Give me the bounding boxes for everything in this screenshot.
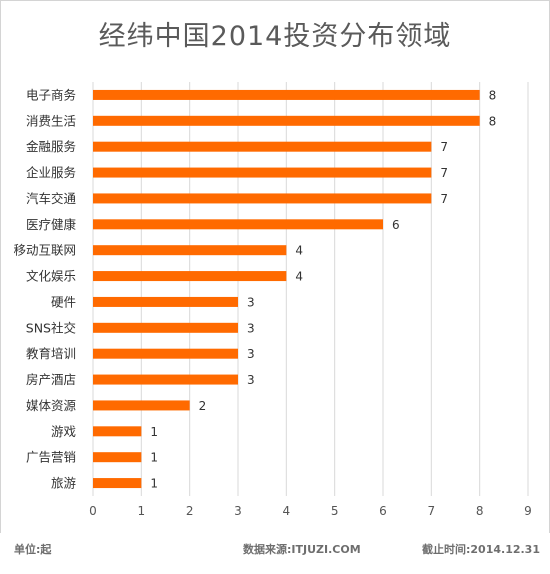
category-label: 文化娱乐 — [26, 269, 76, 284]
category-label: SNS社交 — [26, 320, 76, 335]
data-label: 8 — [489, 88, 497, 102]
bar — [93, 141, 432, 152]
data-label: 4 — [295, 270, 303, 284]
data-label: 4 — [295, 244, 303, 258]
bar — [93, 115, 480, 126]
category-label: 旅游 — [51, 476, 77, 491]
data-label: 1 — [150, 477, 158, 491]
data-label: 3 — [247, 373, 255, 387]
chart-frame — [0, 0, 550, 534]
data-label: 2 — [199, 399, 207, 413]
data-label: 6 — [392, 218, 400, 232]
category-label: 企业服务 — [26, 165, 76, 180]
x-tick-label: 4 — [283, 504, 291, 518]
category-label: 金融服务 — [26, 139, 76, 154]
data-label: 1 — [150, 425, 158, 439]
category-label: 教育培训 — [26, 346, 76, 361]
bar — [93, 426, 142, 437]
data-label: 8 — [489, 114, 497, 128]
x-tick-label: 5 — [331, 504, 339, 518]
data-label: 3 — [247, 321, 255, 335]
bar — [93, 245, 287, 256]
x-tick-label: 8 — [476, 504, 484, 518]
category-label: 电子商务 — [26, 87, 76, 102]
x-tick-label: 9 — [524, 504, 532, 518]
chart-title: 经纬中国2014投资分布领域 — [98, 21, 452, 52]
data-label: 7 — [440, 192, 448, 206]
bar — [93, 219, 383, 230]
category-label: 媒体资源 — [26, 398, 77, 413]
data-label: 7 — [440, 140, 448, 154]
bar — [93, 374, 238, 385]
bar — [93, 478, 142, 489]
bar — [93, 167, 432, 178]
bar — [93, 193, 432, 204]
x-tick-label: 0 — [89, 504, 97, 518]
bar-chart: 0 1 2 3 4 5 6 7 8 9 电子商务 8 消费生活 8 金融服务 7 企业服务 7 汽车交通 7 医疗健康 6… — [13, 82, 532, 518]
data-label: 1 — [150, 451, 158, 465]
data-label: 3 — [247, 347, 255, 361]
x-tick-label: 7 — [428, 504, 436, 518]
category-label: 汽车交通 — [26, 191, 77, 206]
bar — [93, 452, 142, 463]
x-tick-label: 6 — [379, 504, 387, 518]
x-tick-label: 1 — [138, 504, 146, 518]
bar — [93, 271, 287, 282]
data-label: 3 — [247, 295, 255, 309]
data-label: 7 — [440, 166, 448, 180]
bar — [93, 296, 238, 307]
category-label: 游戏 — [51, 424, 76, 439]
bar — [93, 348, 238, 359]
footer-date: 截止时间:2014.12.31 — [422, 543, 540, 556]
labels: 0 1 2 3 4 5 6 7 8 9 电子商务 8 消费生活 8 金融服务 7 企业服务 7 汽车交通 7 医疗健康 6… — [13, 87, 531, 518]
category-label: 房产酒店 — [26, 372, 76, 387]
footer: 单位:起 数据来源:ITJUZI.COM 截止时间:2014.12.31 — [0, 533, 550, 574]
bars — [93, 89, 480, 489]
category-label: 医疗健康 — [26, 217, 77, 232]
footer-unit: 单位:起 — [14, 543, 52, 556]
category-label: 移动互联网 — [13, 243, 76, 258]
category-label: 硬件 — [51, 294, 76, 309]
bar — [93, 322, 238, 333]
category-label: 广告营销 — [26, 450, 76, 465]
x-tick-label: 2 — [186, 504, 194, 518]
bar — [93, 400, 190, 411]
footer-source: 数据来源:ITJUZI.COM — [243, 543, 361, 556]
x-tick-label: 3 — [234, 504, 242, 518]
category-label: 消费生活 — [26, 113, 76, 128]
bar — [93, 89, 480, 100]
